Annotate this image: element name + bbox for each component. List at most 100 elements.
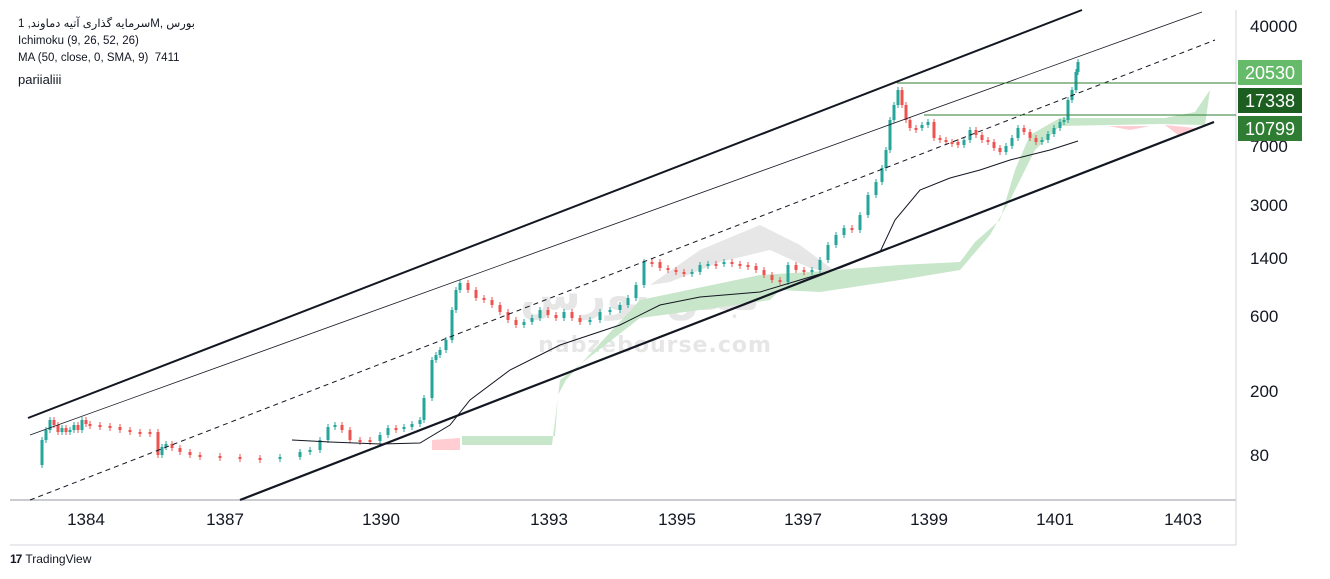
footer-brand[interactable]: TradingView xyxy=(25,552,92,566)
candle-body xyxy=(920,125,924,128)
candle-body xyxy=(156,432,160,455)
candle-body xyxy=(570,312,574,318)
candle-body xyxy=(888,120,892,150)
candle-body xyxy=(506,312,510,320)
candle-body xyxy=(88,424,92,426)
channel-mid-dashed-line[interactable] xyxy=(29,39,1216,501)
candle-body xyxy=(866,195,870,215)
candle-body xyxy=(896,90,900,105)
candle-body xyxy=(650,262,654,264)
candle-body xyxy=(298,452,302,457)
candle-body xyxy=(956,142,960,145)
candle-body xyxy=(538,310,542,318)
candle-body xyxy=(932,122,936,138)
candle-body xyxy=(128,430,132,432)
candle-body xyxy=(642,262,646,285)
candle-body xyxy=(438,350,442,355)
candle-body xyxy=(842,228,846,235)
candle-body xyxy=(562,312,566,318)
candle-body xyxy=(794,265,798,270)
candle-body xyxy=(522,322,526,325)
candle-body xyxy=(608,310,612,312)
x-tick-label: 1401 xyxy=(1036,510,1074,529)
y-tick-label: 200 xyxy=(1250,382,1278,401)
candle-body xyxy=(962,140,966,145)
candle-body xyxy=(430,360,434,398)
candle-body xyxy=(76,425,80,430)
candle-body xyxy=(880,168,884,182)
y-tick-label: 600 xyxy=(1250,307,1278,326)
candle-body xyxy=(738,264,742,266)
candle-body xyxy=(1034,138,1038,142)
candle-body xyxy=(588,320,592,322)
candle-body xyxy=(333,425,337,427)
candle-body xyxy=(926,122,930,125)
x-tick-label: 1397 xyxy=(784,510,822,529)
price-label-box xyxy=(1238,60,1302,85)
legend-ma-label: MA (50, close, 0, SMA, 9) xyxy=(18,52,149,64)
candle-body xyxy=(188,452,192,455)
moving-average xyxy=(291,140,1079,445)
candle-body xyxy=(904,105,908,120)
candle-body xyxy=(578,318,582,322)
y-tick-label: 40000 xyxy=(1250,17,1297,36)
candle-body xyxy=(850,228,854,230)
legend-ma[interactable]: MA (50, close, 0, SMA, 9) 7411 xyxy=(18,50,195,67)
candle-body xyxy=(340,425,344,430)
candle-body xyxy=(434,355,438,360)
cloud-bear xyxy=(1165,125,1195,135)
candle-body xyxy=(950,142,954,144)
candle-body xyxy=(786,265,790,282)
x-tick-label: 1393 xyxy=(530,510,568,529)
chart-note: pariialiii xyxy=(18,72,62,87)
candle-body xyxy=(164,444,168,447)
legend-ma-value: 7411 xyxy=(154,52,180,64)
candle-body xyxy=(706,264,710,266)
footer: 17 TradingView xyxy=(10,552,91,566)
candle-body xyxy=(52,420,56,425)
candle-body xyxy=(490,300,494,305)
candle-body xyxy=(450,310,454,340)
candle-body xyxy=(72,425,76,430)
candle-body xyxy=(1074,72,1078,90)
candle-body xyxy=(386,428,390,435)
candle-body xyxy=(444,340,448,350)
candle-body xyxy=(40,440,44,465)
candle-body xyxy=(160,447,164,455)
x-tick-label: 1395 xyxy=(658,510,696,529)
candle-body xyxy=(730,262,734,264)
candle-body xyxy=(348,430,352,440)
candle-body xyxy=(554,315,558,318)
price-label-box xyxy=(1238,116,1302,141)
candle-body xyxy=(618,305,622,310)
channel-inner-line[interactable] xyxy=(29,11,1203,436)
candle-body xyxy=(44,430,48,440)
candle-body xyxy=(914,128,918,130)
candle-body xyxy=(394,428,398,430)
legend-ichimoku[interactable]: Ichimoku (9, 26, 52, 26) xyxy=(18,35,139,47)
candle-body xyxy=(746,265,750,267)
candle-body xyxy=(944,140,948,142)
candle-body xyxy=(674,270,678,272)
candle-body xyxy=(138,432,142,434)
ma-line xyxy=(291,140,1079,445)
price-label-box xyxy=(1238,88,1302,113)
candle-body xyxy=(1040,140,1044,142)
candle-body xyxy=(754,266,758,270)
candle-body xyxy=(118,427,122,430)
candle-body xyxy=(722,262,726,264)
candle-body xyxy=(1052,128,1056,134)
x-tick-label: 1384 xyxy=(67,510,105,529)
candle-body xyxy=(170,444,174,448)
tradingview-logo-icon[interactable]: 17 xyxy=(10,552,22,566)
candle-body xyxy=(998,148,1002,152)
legend-symbol[interactable]: بورس ,Mسرمایه گذاری آتیه دماوند, 1 xyxy=(18,18,195,30)
channel-lower-line[interactable] xyxy=(239,120,1215,502)
candle-body xyxy=(1010,138,1014,146)
candle-body xyxy=(908,120,912,128)
channel-upper-line[interactable] xyxy=(27,9,1083,419)
candle-body xyxy=(634,285,638,298)
candle-body xyxy=(698,265,702,272)
candle-body xyxy=(60,428,64,432)
